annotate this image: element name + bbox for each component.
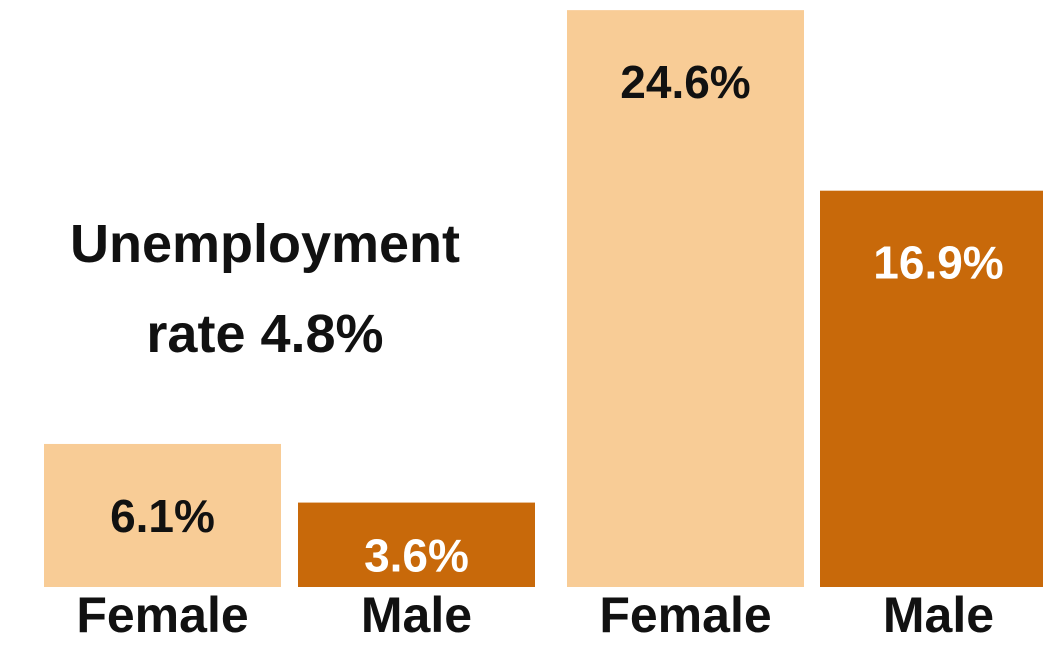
value-label-group2-male: 16.9% [873,237,1003,289]
annotation-line-2: rate 4.8% [146,304,383,364]
value-label-group1-female: 6.1% [110,490,215,542]
category-label-group1-female: Female [76,587,248,643]
bar-group2-female [567,10,804,587]
bar-group2-male [820,190,1043,587]
category-label-group2-male: Male [883,587,994,643]
labels-layer: 6.1% Female 3.6% Male 24.6% Female 16.9% Male [76,56,1003,643]
bar-group1-female [44,443,281,587]
bars-layer [44,10,1043,587]
category-label-group1-male: Male [361,587,472,643]
bar-group1-male [298,502,535,587]
annotation-line-1: Unemployment [70,214,460,274]
category-label-group2-female: Female [599,587,771,643]
value-label-group1-male: 3.6% [364,529,469,581]
value-label-group2-female: 24.6% [620,56,750,108]
